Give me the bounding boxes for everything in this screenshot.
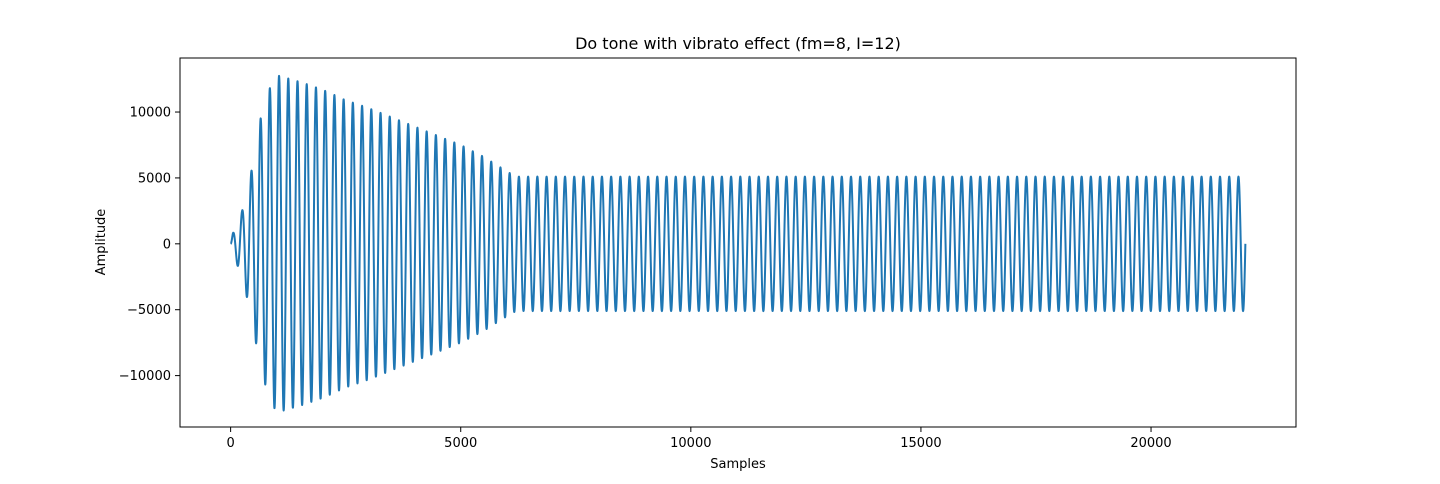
x-tick-label: 10000 bbox=[670, 436, 711, 451]
y-tick-label: 5000 bbox=[138, 171, 171, 186]
y-axis-ticks: −10000 −5000 0 5000 10000 bbox=[119, 106, 180, 384]
y-axis-label: Amplitude bbox=[94, 209, 109, 276]
y-tick-label: −10000 bbox=[119, 369, 171, 384]
x-tick-label: 0 bbox=[226, 436, 234, 451]
series-line bbox=[229, 74, 1247, 412]
y-tick-label: 0 bbox=[163, 237, 171, 252]
y-tick-label: −5000 bbox=[127, 303, 171, 318]
x-tick-label: 15000 bbox=[900, 436, 941, 451]
plot-frame bbox=[179, 57, 1297, 428]
y-tick-label: 10000 bbox=[130, 106, 171, 121]
x-axis-label: Samples bbox=[710, 457, 766, 472]
x-tick-label: 5000 bbox=[444, 436, 477, 451]
chart-title: Do tone with vibrato effect (fm=8, I=12) bbox=[575, 34, 901, 53]
x-axis-ticks: 0 5000 10000 15000 20000 bbox=[226, 427, 1172, 451]
x-tick-label: 20000 bbox=[1130, 436, 1171, 451]
